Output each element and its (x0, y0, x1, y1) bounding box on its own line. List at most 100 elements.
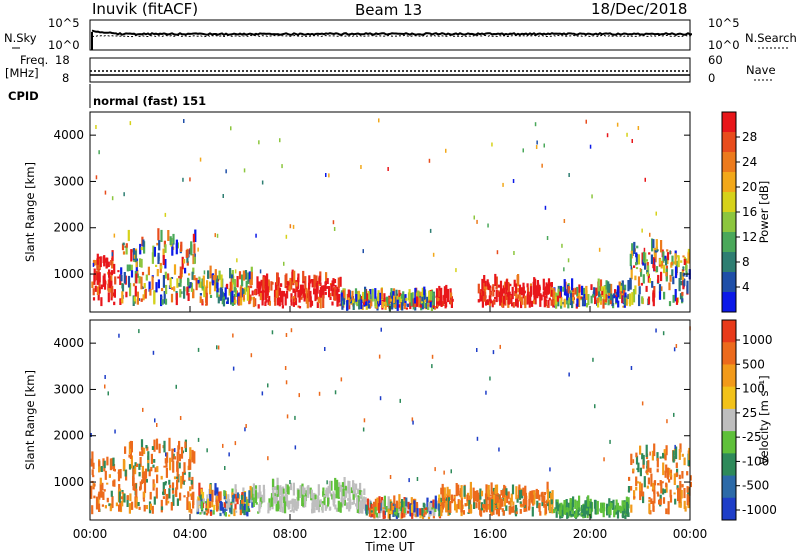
data-cell (585, 508, 589, 511)
data-cell (171, 448, 174, 462)
data-cell (417, 290, 420, 301)
colorbar-swatch (722, 232, 736, 253)
data-cell (343, 500, 346, 506)
data-cell (427, 516, 431, 520)
data-cell (334, 287, 337, 301)
data-cell (500, 289, 503, 303)
data-cell (645, 470, 648, 474)
data-cell (633, 241, 636, 254)
data-cell (108, 503, 111, 507)
nsearch-label: N.Search (745, 31, 797, 45)
data-cell (146, 446, 149, 451)
data-cell (608, 498, 611, 509)
data-cell (250, 285, 253, 289)
data-cell (540, 294, 543, 301)
data-cell (145, 505, 148, 510)
data-cell (201, 278, 204, 289)
data-cell (492, 300, 495, 305)
data-cell (313, 507, 316, 513)
cpid-text: normal (fast) 151 (93, 94, 206, 108)
data-cell (677, 255, 680, 268)
data-cell (170, 293, 174, 303)
data-cell (477, 299, 480, 303)
data-cell (148, 281, 151, 292)
data-cell (448, 511, 451, 515)
data-cell (97, 267, 100, 273)
data-cell (395, 508, 399, 515)
data-cell (657, 274, 660, 283)
data-cell (277, 277, 280, 290)
data-cell (184, 267, 187, 274)
data-cell (99, 256, 102, 268)
data-cell (190, 282, 193, 292)
data-cell (202, 498, 205, 504)
data-cell (537, 505, 540, 509)
data-cell (123, 272, 126, 284)
data-cell (363, 488, 366, 495)
data-cell (280, 283, 283, 287)
data-cell (91, 469, 94, 476)
data-cell (665, 508, 668, 515)
data-cell (163, 440, 166, 453)
data-cell (223, 508, 226, 516)
data-cell (628, 476, 631, 481)
data-cell (216, 282, 219, 293)
y-tick-label: 4000 (53, 336, 84, 350)
data-cell (536, 500, 539, 509)
data-cell (438, 300, 441, 305)
data-speck (142, 407, 144, 412)
data-cell (499, 497, 502, 504)
data-cell (423, 514, 426, 517)
data-cell (587, 495, 590, 507)
data-cell (543, 287, 546, 296)
data-cell (475, 502, 478, 509)
data-cell (462, 510, 465, 515)
data-cell (400, 295, 403, 303)
data-cell (603, 286, 606, 300)
data-cell (688, 447, 691, 461)
data-cell (401, 299, 404, 311)
data-cell (600, 286, 604, 291)
nave-tick-bottom: 0 (708, 71, 715, 85)
data-cell (119, 298, 122, 305)
data-cell (209, 511, 213, 516)
data-cell (483, 275, 486, 289)
data-cell (497, 284, 501, 288)
data-cell (351, 484, 355, 491)
data-cell (577, 509, 580, 512)
data-cell (457, 484, 460, 496)
data-cell (132, 248, 135, 261)
data-cell (443, 294, 446, 299)
data-cell (481, 278, 484, 290)
data-cell (652, 292, 655, 302)
data-cell (332, 491, 335, 502)
data-cell (544, 286, 548, 294)
data-cell (171, 482, 175, 494)
data-cell (238, 271, 242, 280)
data-cell (96, 286, 99, 295)
data-speck (512, 179, 515, 183)
data-cell (608, 292, 611, 296)
data-cell (164, 271, 167, 279)
data-cell (590, 284, 593, 290)
data-cell (581, 285, 584, 296)
data-cell (247, 499, 250, 507)
data-cell (233, 508, 236, 517)
data-speck (644, 177, 646, 182)
data-cell (286, 288, 289, 291)
data-cell (139, 486, 142, 491)
data-cell (96, 272, 99, 285)
data-speck (183, 480, 185, 485)
data-cell (460, 509, 463, 517)
data-cell (332, 289, 335, 292)
data-cell (665, 445, 668, 456)
data-cell (400, 294, 403, 299)
data-cell (216, 278, 219, 282)
data-cell (559, 291, 562, 299)
data-cell (522, 500, 525, 507)
data-speck (513, 251, 515, 255)
data-cell (615, 291, 618, 295)
data-cell (621, 293, 624, 296)
data-speck (541, 163, 543, 168)
data-cell (650, 254, 653, 264)
